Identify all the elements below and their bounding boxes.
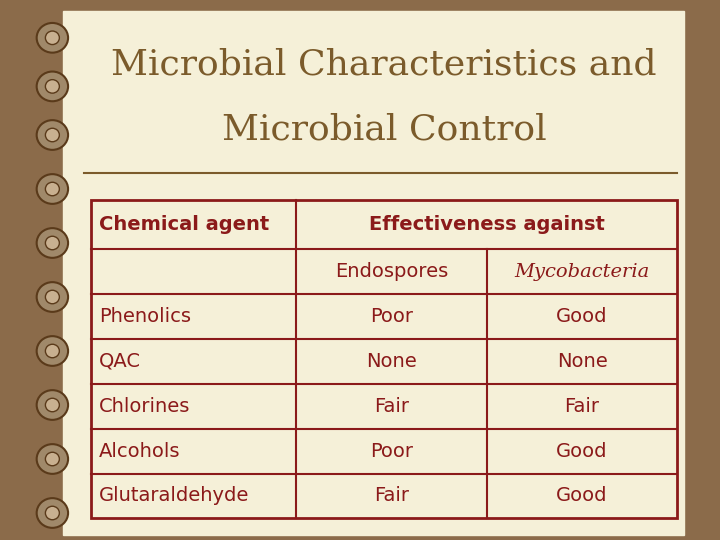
Text: Good: Good	[557, 487, 608, 505]
Text: Effectiveness against: Effectiveness against	[369, 215, 605, 234]
Ellipse shape	[37, 23, 68, 52]
Text: None: None	[557, 352, 608, 371]
Ellipse shape	[37, 336, 68, 366]
Text: Microbial Control: Microbial Control	[222, 113, 546, 146]
Text: None: None	[366, 352, 417, 371]
Ellipse shape	[45, 291, 59, 303]
FancyBboxPatch shape	[63, 11, 685, 535]
Ellipse shape	[45, 399, 59, 411]
Text: Microbial Characteristics and: Microbial Characteristics and	[112, 48, 657, 82]
Text: Good: Good	[557, 307, 608, 326]
Text: Chemical agent: Chemical agent	[99, 215, 269, 234]
Text: Fair: Fair	[374, 397, 409, 416]
Text: Good: Good	[557, 442, 608, 461]
Text: Alcohols: Alcohols	[99, 442, 181, 461]
Text: Chlorines: Chlorines	[99, 397, 191, 416]
Ellipse shape	[37, 71, 68, 102]
Ellipse shape	[37, 228, 68, 258]
Text: Poor: Poor	[370, 442, 413, 461]
Ellipse shape	[45, 345, 59, 357]
Ellipse shape	[37, 282, 68, 312]
Ellipse shape	[37, 120, 68, 150]
Text: Fair: Fair	[564, 397, 600, 416]
Bar	[91, 200, 678, 518]
Text: Endospores: Endospores	[335, 262, 448, 281]
Ellipse shape	[37, 498, 68, 528]
Text: QAC: QAC	[99, 352, 141, 371]
Text: Poor: Poor	[370, 307, 413, 326]
Ellipse shape	[45, 183, 59, 195]
Ellipse shape	[45, 128, 59, 141]
Text: Glutaraldehyde: Glutaraldehyde	[99, 487, 250, 505]
Ellipse shape	[45, 237, 59, 249]
Text: Fair: Fair	[374, 487, 409, 505]
Ellipse shape	[45, 507, 59, 519]
Ellipse shape	[45, 80, 59, 93]
Ellipse shape	[37, 444, 68, 474]
Ellipse shape	[37, 390, 68, 420]
Ellipse shape	[45, 453, 59, 465]
Text: Mycobacteria: Mycobacteria	[515, 262, 649, 281]
Text: Phenolics: Phenolics	[99, 307, 192, 326]
Ellipse shape	[37, 174, 68, 204]
Ellipse shape	[45, 31, 59, 44]
